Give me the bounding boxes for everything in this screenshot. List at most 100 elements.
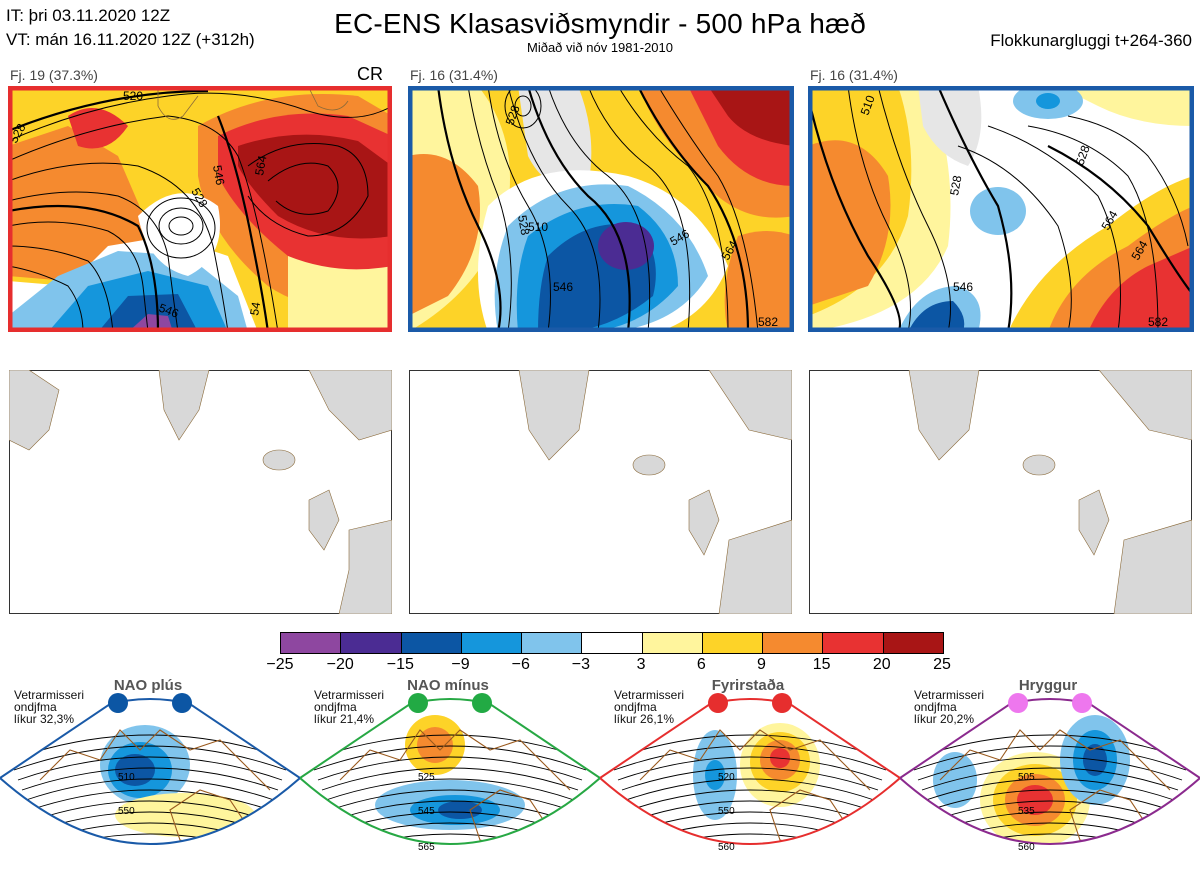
regime-map: 525 545 565: [300, 698, 600, 853]
regime-contour-label: 505: [1018, 772, 1035, 783]
regime-dot-marker: [408, 693, 428, 713]
contour-label: 528: [515, 214, 532, 236]
colorbar-tick: −15: [386, 656, 414, 673]
colorbar-tick: −3: [571, 656, 591, 673]
colorbar-tick: −6: [511, 656, 530, 673]
regime-map: 505 535 560: [900, 698, 1200, 853]
cluster-map-3: 510 528 528 546 564 564 582: [808, 86, 1194, 332]
colorbar-cell: [701, 633, 763, 653]
colorbar-tick: 6: [696, 656, 706, 673]
colorbar-tick: 15: [812, 656, 831, 673]
colorbar-cell: [762, 633, 823, 653]
panel-3-border: [808, 86, 1194, 332]
colorbar-cell: [641, 633, 702, 653]
regime-map: 510 550: [0, 698, 300, 845]
regime-border: [0, 698, 300, 845]
contour-label: 510: [858, 93, 878, 117]
empty-map-2: [409, 370, 792, 614]
initial-time: IT: þri 03.11.2020 12Z: [6, 6, 171, 25]
contour-label: 582: [1148, 315, 1168, 329]
regime-info: líkur 26,1%: [614, 712, 675, 726]
regime-info: ondjfma: [314, 700, 357, 714]
valid-time: VT: mán 16.11.2020 12Z (+312h): [6, 30, 255, 49]
regime-contour-label: 525: [418, 772, 435, 783]
colorbar-ticks: −25 −20 −15 −9 −6 −3 3 6 9 15 20 25: [260, 656, 962, 676]
regime-contour-label: 560: [718, 842, 735, 853]
colorbar-cell: [400, 633, 461, 653]
regime-dot-marker: [708, 693, 728, 713]
contour-label: 528: [1073, 143, 1093, 167]
regime-info: ondjfma: [14, 700, 57, 714]
contour-label: 510: [528, 220, 548, 234]
panel-1-border: [8, 86, 392, 332]
regime-border: [600, 698, 900, 845]
empty-map-1: [9, 370, 392, 614]
regime-info: Vetrarmisseri: [614, 688, 685, 702]
regime-title: NAO mínus: [407, 677, 489, 694]
panel-1-label: Fj. 19 (37.3%): [10, 67, 98, 83]
colorbar-tick: −20: [326, 656, 354, 673]
empty-map-3: [809, 370, 1192, 614]
colorbar-cell: [822, 633, 883, 653]
regime-border: [900, 698, 1200, 845]
colorbar-cell: [882, 633, 943, 653]
regime-title: NAO plús: [113, 677, 183, 694]
regime-info: líkur 21,4%: [314, 712, 375, 726]
colorbar-tick: 20: [872, 656, 891, 673]
regime-info: Vetrarmisseri: [914, 688, 985, 702]
regime-contour-label: 550: [718, 806, 735, 817]
colorbar: [280, 632, 944, 654]
regime-contour-label: 565: [418, 842, 435, 853]
regime-dot-marker: [472, 693, 492, 713]
cluster-map-2: 528 510 528 546 546 564 582: [408, 86, 794, 332]
colorbar-tick: −9: [451, 656, 470, 673]
regime-contour-label: 535: [1018, 806, 1035, 817]
panel-2-border: [408, 86, 794, 332]
contour-label: 564: [252, 154, 269, 176]
regime-info: ondjfma: [614, 700, 657, 714]
contour-label: 546: [157, 301, 181, 321]
contour-label: 546: [210, 164, 227, 186]
colorbar-tick: 9: [757, 656, 766, 673]
contour-label: 528: [503, 103, 523, 127]
regime-contour-label: 550: [118, 806, 135, 817]
contour-label: 546: [553, 280, 573, 294]
regime-contour-label: 560: [1018, 842, 1035, 853]
page-title: EC-ENS Klasasviðsmyndir - 500 hPa hæð: [334, 8, 866, 39]
regime-info: líkur 20,2%: [914, 712, 975, 726]
panel-3-label: Fj. 16 (31.4%): [810, 67, 898, 83]
cluster-map-1: 520 546 528 564 546 54 528: [8, 86, 392, 332]
regime-dot-marker: [1072, 693, 1092, 713]
contour-label: 528: [947, 174, 964, 196]
colorbar-cell: [340, 633, 401, 653]
contour-label: 54: [247, 301, 263, 317]
regime-info: líkur 32,3%: [14, 712, 75, 726]
regime-title: Hryggur: [1018, 677, 1078, 694]
panel-2-label: Fj. 16 (31.4%): [410, 67, 498, 83]
colorbar-tick: 25: [933, 656, 951, 673]
regime-contour-label: 520: [718, 772, 735, 783]
regime-dot-marker: [772, 693, 792, 713]
colorbar-cell: [521, 633, 582, 653]
contour-label: 520: [123, 89, 143, 103]
regime-contour-label: 545: [418, 806, 435, 817]
regime-title: Fyrirstaða: [711, 677, 785, 694]
classification-window: Flokkunargluggi t+264-360: [990, 31, 1192, 50]
colorbar-cell: [581, 633, 642, 653]
panel-1-tag: CR: [357, 64, 383, 84]
regime-info: Vetrarmisseri: [14, 688, 85, 702]
header-info: IT: þri 03.11.2020 12Z VT: mán 16.11.202…: [6, 4, 255, 52]
contour-label: 582: [758, 315, 778, 329]
regime-dot-marker: [108, 693, 128, 713]
regime-border: [300, 698, 600, 845]
colorbar-tick: −25: [266, 656, 294, 673]
regime-dot-marker: [172, 693, 192, 713]
regime-dot-marker: [1008, 693, 1028, 713]
regime-map: 520 550 560: [600, 698, 900, 853]
regime-info: ondjfma: [914, 700, 957, 714]
colorbar-cell: [460, 633, 522, 653]
regime-info: Vetrarmisseri: [314, 688, 385, 702]
page-subtitle: Miðað við nóv 1981-2010: [527, 40, 673, 55]
colorbar-cell: [281, 633, 341, 653]
regime-contour-label: 510: [118, 772, 135, 783]
